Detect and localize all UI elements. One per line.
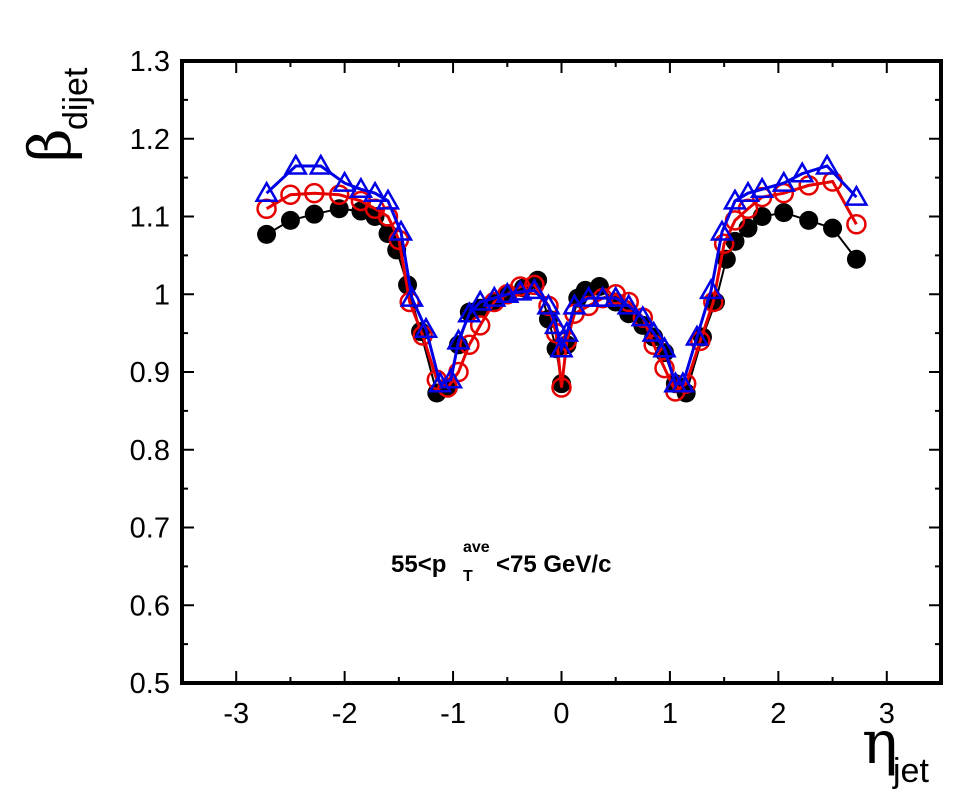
data-point-open-triangle <box>652 336 677 358</box>
x-tick-label: -1 <box>440 698 466 730</box>
data-point-open-triangle <box>308 153 333 175</box>
series-line <box>265 164 858 386</box>
data-point-filled-circle <box>846 249 866 269</box>
x-tick-label: 3 <box>879 698 895 730</box>
data-point-open-circle <box>280 184 301 205</box>
y-axis-label: β dijet <box>16 67 95 162</box>
y-tick-label: 0.8 <box>130 435 170 467</box>
data-point-open-triangle <box>332 170 357 192</box>
data-point-open-circle <box>524 274 545 296</box>
y-tick-label: 1.1 <box>130 202 170 234</box>
data-point-open-circle <box>510 276 531 297</box>
data-point-open-triangle <box>508 279 533 301</box>
annotation-subscript: T <box>463 568 473 585</box>
data-point-open-triangle <box>641 320 666 342</box>
annotation: 55<p ave T <75 GeV/c <box>391 539 611 585</box>
data-point-open-triangle <box>670 371 696 393</box>
annotation-superscript: ave <box>463 539 490 556</box>
data-point-open-circle <box>469 315 491 336</box>
annotation-main: 55<p <box>391 551 446 578</box>
data-point-open-triangle <box>522 277 547 300</box>
data-point-open-triangle <box>254 180 279 202</box>
labels-layer: -3 -2 -1 0 1 2 3 0.5 0.6 0.7 0.8 0.9 1 1.1 1.2 1.3 <box>130 46 895 730</box>
y-tick-label: 1.3 <box>130 46 170 78</box>
x-tick-label: 2 <box>770 698 786 730</box>
x-tick-label: -2 <box>332 698 358 730</box>
data-point-open-circle <box>654 357 675 379</box>
x-axis-label: η jet <box>862 708 929 790</box>
series-layer <box>254 153 869 403</box>
y-tick-label: 1 <box>154 279 170 311</box>
x-axis-symbol: η <box>862 708 898 778</box>
y-tick-label: 0.5 <box>130 668 170 700</box>
data-point-filled-circle <box>752 207 772 226</box>
x-tick-label: 0 <box>553 698 569 730</box>
series-open-triangle <box>254 153 869 393</box>
data-point-open-triangle <box>576 285 601 307</box>
y-tick-label: 0.6 <box>130 590 170 622</box>
data-point-open-triangle <box>446 328 471 350</box>
data-point-open-triangle <box>468 289 493 311</box>
data-point-open-triangle <box>749 176 775 199</box>
data-point-open-circle <box>703 291 724 313</box>
data-point-filled-circle <box>774 203 794 223</box>
data-point-filled-circle <box>329 199 349 219</box>
data-point-open-triangle <box>413 316 439 338</box>
x-tick-label: 1 <box>662 698 678 730</box>
data-point-open-circle <box>304 182 325 204</box>
data-point-open-triangle <box>709 219 735 241</box>
data-point-open-triangle <box>790 161 815 183</box>
data-point-open-triangle <box>844 184 869 206</box>
data-point-open-circle <box>328 184 350 205</box>
data-point-filled-circle <box>304 204 324 224</box>
data-point-open-triangle <box>603 285 628 307</box>
ticks-layer <box>181 60 942 684</box>
data-point-open-triangle <box>590 285 615 307</box>
data-point-open-circle <box>459 334 480 356</box>
y-tick-label: 0.7 <box>130 513 170 545</box>
data-point-open-triangle <box>549 336 574 358</box>
y-axis-subscript: dijet <box>57 67 95 130</box>
data-point-open-triangle <box>438 367 464 389</box>
data-point-open-circle <box>551 377 572 398</box>
x-axis-subscript: jet <box>892 752 929 790</box>
data-point-filled-circle <box>823 218 843 238</box>
data-point-open-triangle <box>362 180 388 202</box>
data-point-open-triangle <box>735 180 761 202</box>
data-point-open-triangle <box>495 281 520 304</box>
data-point-open-circle <box>713 233 735 254</box>
data-point-open-circle <box>846 214 867 235</box>
data-point-filled-circle <box>280 210 300 230</box>
data-point-open-triangle <box>457 301 482 323</box>
data-point-open-triangle <box>375 188 401 210</box>
data-point-open-triangle <box>698 277 724 300</box>
data-point-open-triangle <box>554 320 580 342</box>
data-point-open-triangle <box>814 153 840 175</box>
x-tick-label: -3 <box>223 698 249 730</box>
data-point-open-triangle <box>771 170 796 192</box>
data-point-open-triangle <box>388 219 414 241</box>
data-point-open-triangle <box>543 312 569 335</box>
y-axis-symbol: β <box>16 128 84 162</box>
data-point-open-triangle <box>684 324 710 346</box>
data-point-open-triangle <box>399 285 425 307</box>
data-point-open-triangle <box>283 153 308 175</box>
y-tick-label: 1.2 <box>130 124 170 156</box>
data-point-open-triangle <box>630 305 655 327</box>
data-point-open-triangle <box>536 293 561 315</box>
data-point-open-triangle <box>616 293 641 315</box>
data-point-filled-circle <box>257 224 277 244</box>
data-point-filled-circle <box>799 210 819 230</box>
annotation-tail: <75 GeV/c <box>496 551 611 578</box>
data-point-open-triangle <box>348 176 374 199</box>
y-tick-label: 0.9 <box>130 357 170 389</box>
